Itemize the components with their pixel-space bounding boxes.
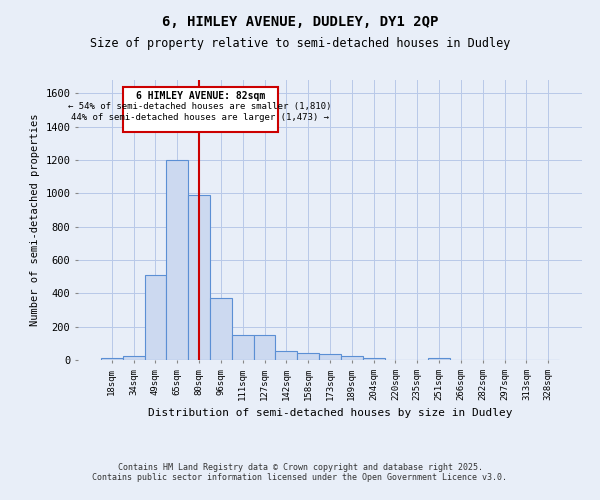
Bar — [341, 356, 363, 360]
Bar — [232, 336, 254, 360]
Text: ← 54% of semi-detached houses are smaller (1,810): ← 54% of semi-detached houses are smalle… — [68, 102, 332, 112]
Bar — [123, 356, 145, 360]
Bar — [188, 195, 210, 360]
Bar — [319, 354, 341, 360]
X-axis label: Distribution of semi-detached houses by size in Dudley: Distribution of semi-detached houses by … — [148, 408, 512, 418]
Bar — [145, 275, 166, 360]
Bar — [363, 358, 385, 360]
Y-axis label: Number of semi-detached properties: Number of semi-detached properties — [30, 114, 40, 326]
Bar — [297, 352, 319, 360]
Bar — [166, 160, 188, 360]
Text: Size of property relative to semi-detached houses in Dudley: Size of property relative to semi-detach… — [90, 38, 510, 51]
Bar — [254, 336, 275, 360]
Text: Contains HM Land Registry data © Crown copyright and database right 2025.
Contai: Contains HM Land Registry data © Crown c… — [92, 463, 508, 482]
Text: 44% of semi-detached houses are larger (1,473) →: 44% of semi-detached houses are larger (… — [71, 114, 329, 122]
Bar — [210, 298, 232, 360]
Bar — [428, 358, 450, 360]
FancyBboxPatch shape — [123, 86, 278, 132]
Text: 6, HIMLEY AVENUE, DUDLEY, DY1 2QP: 6, HIMLEY AVENUE, DUDLEY, DY1 2QP — [162, 15, 438, 29]
Bar — [101, 358, 123, 360]
Text: 6 HIMLEY AVENUE: 82sqm: 6 HIMLEY AVENUE: 82sqm — [136, 91, 265, 101]
Bar — [275, 351, 297, 360]
